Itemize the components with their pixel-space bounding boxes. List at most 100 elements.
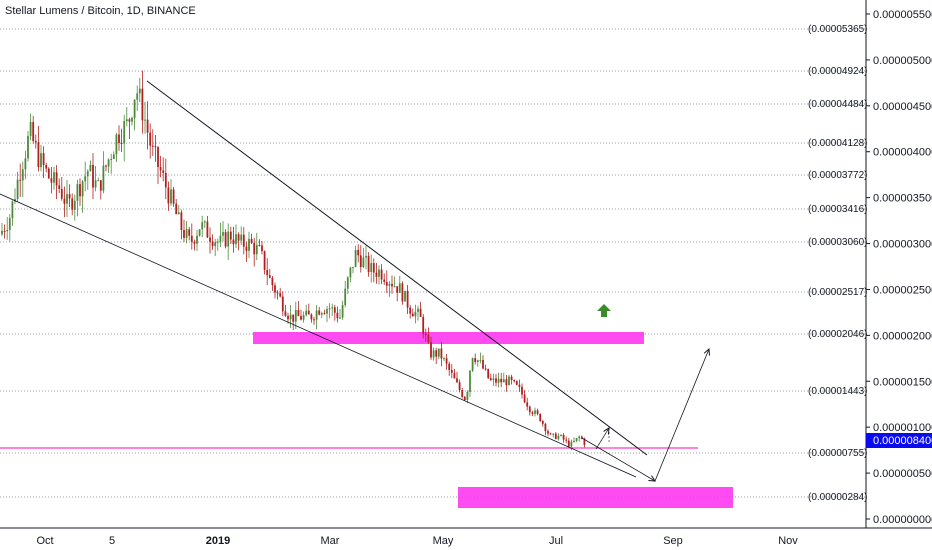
candle-body — [422, 316, 425, 334]
candle-body — [461, 389, 464, 397]
price-tick-label: 0.0000040000 — [873, 147, 932, 159]
candle-body — [240, 234, 243, 241]
candle-body — [583, 438, 586, 446]
candle-body — [365, 255, 367, 258]
candle-body — [198, 229, 201, 236]
candle-body — [479, 359, 482, 361]
time-tick-label: Nov — [778, 535, 798, 547]
target-zone — [458, 487, 733, 508]
fib-level-label: (0.00003772) — [808, 170, 868, 181]
candle-body — [448, 363, 451, 370]
candle-body — [310, 314, 313, 320]
candle-body — [458, 382, 461, 390]
candle-body — [268, 275, 271, 278]
candle-body — [388, 283, 391, 286]
candle-body — [297, 310, 300, 317]
candle-body — [318, 310, 321, 315]
candle-body — [398, 283, 401, 293]
candle-body — [393, 286, 396, 288]
candle-body — [406, 290, 409, 308]
candle-body — [250, 238, 253, 243]
candle-body — [1, 230, 3, 235]
time-axis[interactable]: Oct 5 2019 Mar May Jul Sep Nov — [36, 535, 798, 547]
candle-body — [255, 245, 258, 255]
candle-body — [346, 277, 349, 289]
candle-body — [45, 164, 48, 169]
candle-body — [549, 433, 552, 435]
candle-body — [411, 313, 414, 317]
candle-body — [508, 376, 510, 386]
candle-body — [500, 378, 503, 383]
candle-body — [445, 358, 448, 364]
candle-body — [453, 372, 456, 379]
candle-body — [352, 266, 354, 268]
candle-body — [253, 242, 256, 255]
candle-body — [235, 234, 237, 245]
candle-body — [84, 176, 87, 182]
candle-body — [107, 159, 110, 167]
price-tick-label: 0.0000015000 — [873, 376, 932, 388]
candle-body — [120, 143, 123, 145]
candle-body — [427, 335, 430, 343]
candle-body — [531, 412, 534, 414]
candle-body — [263, 251, 266, 270]
candle-body — [313, 319, 315, 321]
candle-body — [159, 166, 162, 171]
candle-body — [190, 235, 193, 242]
candle-body — [284, 311, 287, 316]
candle-body — [344, 288, 347, 306]
candle-body — [214, 242, 217, 247]
candle-body — [484, 368, 487, 370]
candle-body — [320, 313, 323, 315]
candle-body — [552, 433, 555, 435]
candle-body — [547, 431, 549, 434]
candle-body — [474, 358, 477, 362]
price-axis[interactable]: 0.0000055000 0.0000050000 0.0000045000 0.00… — [866, 9, 932, 526]
candle-body — [222, 232, 224, 236]
candle-body — [396, 286, 399, 293]
price-tick-label: 0.0000050000 — [873, 55, 932, 67]
candle-body — [203, 221, 206, 223]
candle-body — [66, 194, 68, 204]
candle-body — [341, 305, 344, 318]
candle-body — [315, 310, 318, 320]
candle-body — [357, 249, 360, 256]
candle-body — [367, 255, 370, 272]
candle-body — [27, 136, 29, 159]
candle-body — [97, 180, 100, 182]
annotations — [0, 80, 709, 481]
candle-body — [216, 241, 219, 243]
fib-level-label: (0.00003416) — [808, 204, 868, 215]
candle-body — [136, 93, 139, 100]
candle-body — [248, 238, 250, 251]
candle-body — [401, 283, 404, 302]
candle-body — [385, 281, 388, 286]
chart-title: Stellar Lumens / Bitcoin, 1D, BINANCE — [5, 5, 196, 17]
candle-body — [118, 134, 120, 144]
candle-body — [414, 311, 417, 317]
candle-body — [112, 154, 115, 160]
candle-body — [349, 267, 352, 278]
candle-body — [521, 386, 523, 395]
candle-body — [409, 307, 412, 314]
candle-body — [383, 279, 386, 282]
candle-body — [339, 317, 341, 319]
candle-body — [206, 221, 209, 238]
candle-body — [42, 153, 45, 165]
candle-body — [469, 370, 471, 392]
candle-body — [391, 283, 393, 287]
time-tick-label: Jul — [549, 535, 563, 547]
candle-body — [430, 342, 432, 358]
candle-body — [333, 307, 336, 313]
candle-body — [271, 277, 274, 286]
fib-level-label: (0.00003060) — [808, 237, 868, 248]
candle-body — [359, 255, 362, 268]
candle-body — [437, 348, 440, 357]
price-tick-label: 0.0000020000 — [873, 330, 932, 342]
candle-body — [229, 231, 232, 240]
candle-body — [19, 179, 22, 181]
candle-body — [476, 360, 479, 362]
candle-body — [279, 293, 282, 297]
candle-body — [578, 436, 581, 439]
